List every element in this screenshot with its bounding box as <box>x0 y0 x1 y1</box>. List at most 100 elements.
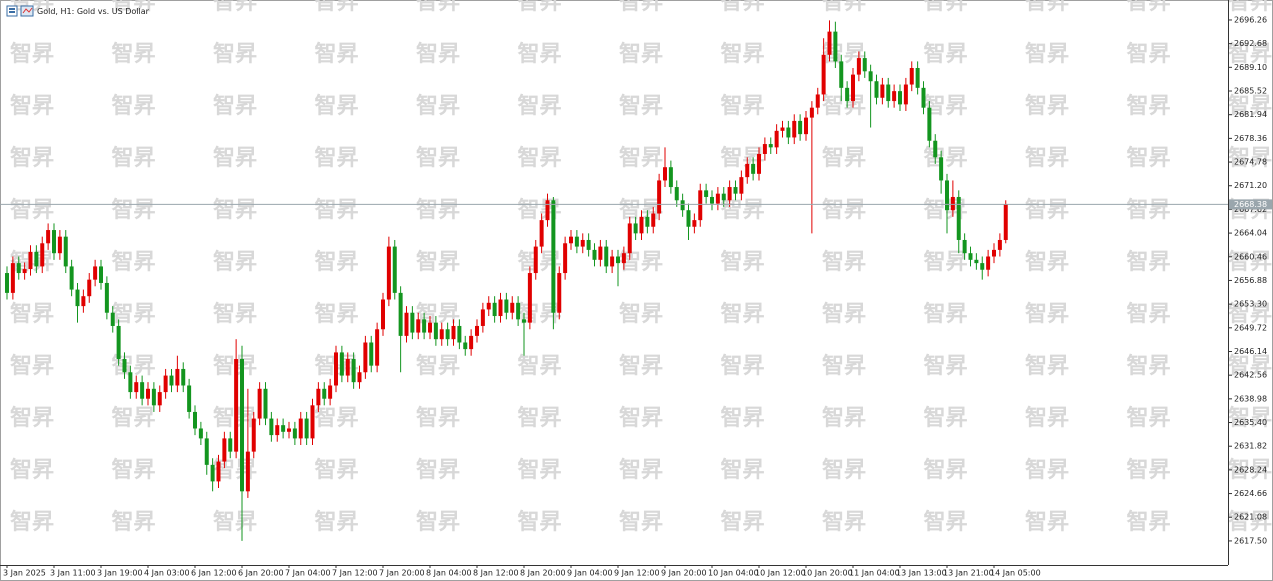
candle-body <box>621 253 626 264</box>
candle-body <box>533 246 538 274</box>
watermark: 智昇 <box>213 93 257 119</box>
candle-body <box>475 325 479 336</box>
candle-body <box>222 438 227 462</box>
candle-body <box>921 87 926 108</box>
candle-body <box>962 239 967 254</box>
y-tick-label: 2664.04 <box>1234 229 1267 238</box>
candle-body <box>868 71 873 82</box>
watermark: 智昇 <box>315 509 359 535</box>
watermark: 智昇 <box>1025 457 1069 483</box>
watermark: 智昇 <box>1025 41 1069 67</box>
watermark: 智昇 <box>822 249 866 275</box>
chart-title: Gold, H1: Gold vs. US Dollar <box>37 7 150 16</box>
candle-body <box>745 163 750 178</box>
watermark: 智昇 <box>721 249 765 275</box>
y-tick-label: 2653.30 <box>1234 300 1267 309</box>
candle-body <box>281 425 286 432</box>
watermark: 智昇 <box>416 405 460 431</box>
candle-body <box>721 193 726 201</box>
candle-body <box>451 325 456 340</box>
candle-body <box>469 335 474 350</box>
candle-body <box>228 438 233 452</box>
x-tick-label: 3 Jan 2025 <box>3 569 46 578</box>
watermark: 智昇 <box>1127 41 1171 67</box>
candle-body <box>381 299 385 330</box>
candle-body <box>193 411 197 429</box>
candle-body <box>351 359 356 383</box>
watermark: 智昇 <box>1228 41 1272 67</box>
x-tick-label: 13 Jan 21:00 <box>943 569 994 578</box>
watermark: 智昇 <box>315 145 359 171</box>
watermark: 智昇 <box>822 509 866 535</box>
candle-body <box>40 243 45 267</box>
candle-body <box>116 325 121 360</box>
candle-body <box>751 163 756 174</box>
candle-body <box>363 342 368 373</box>
candle-body <box>592 249 597 260</box>
x-tick-label: 6 Jan 20:00 <box>238 569 284 578</box>
watermark: 智昇 <box>112 145 156 171</box>
candle-body <box>610 256 615 267</box>
candle-body <box>369 342 374 366</box>
y-tick-label: 2689.10 <box>1234 63 1267 72</box>
candle-body <box>739 177 744 194</box>
y-tick-label: 2631.82 <box>1234 442 1267 451</box>
watermark: 智昇 <box>416 509 460 535</box>
candle-body <box>398 292 403 336</box>
plot: 2696.26 2692.68 2689.10 2685.52 2681.94 2678.… <box>0 15 1272 578</box>
candle-body <box>992 249 996 257</box>
candle-body <box>339 352 344 376</box>
watermark: 智昇 <box>10 197 54 223</box>
candle-body <box>804 117 808 135</box>
candle-body <box>63 236 68 267</box>
x-tick-label: 10 Jan 12:00 <box>755 569 806 578</box>
watermark: 智昇 <box>213 301 257 327</box>
candle-body <box>539 220 544 247</box>
candle-body <box>99 266 103 283</box>
candle-body <box>845 87 850 102</box>
watermark: 智昇 <box>721 509 765 535</box>
watermark: 智昇 <box>112 197 156 223</box>
watermark: 智昇 <box>924 41 968 67</box>
candle-body <box>522 319 526 323</box>
candle-body <box>715 193 720 204</box>
candle-body <box>81 296 86 307</box>
watermark: 智昇 <box>112 509 156 535</box>
watermark: 智昇 <box>1025 0 1069 15</box>
candle-body <box>915 67 920 88</box>
watermark: 智昇 <box>112 41 156 67</box>
watermark: 智昇 <box>924 0 968 15</box>
watermark: 智昇 <box>416 93 460 119</box>
candle-body <box>798 120 803 135</box>
candle-body <box>569 236 573 244</box>
candle-body <box>498 299 503 317</box>
watermark: 智昇 <box>10 145 54 171</box>
candle-body <box>780 127 785 131</box>
watermark: 智昇 <box>1025 197 1069 223</box>
x-tick-label: 7 Jan 20:00 <box>379 569 425 578</box>
y-tick-label: 2667.62 <box>1234 205 1267 214</box>
watermark: 智昇 <box>822 405 866 431</box>
candle-body <box>140 382 145 399</box>
candle-body <box>345 359 350 376</box>
watermark: 智昇 <box>619 301 663 327</box>
watermark: 智昇 <box>924 301 968 327</box>
candle-body <box>463 342 468 350</box>
candle-body <box>146 388 150 399</box>
candle-body <box>504 299 509 313</box>
x-tick-label: 10 Jan 20:00 <box>802 569 853 578</box>
watermark: 智昇 <box>213 509 257 535</box>
watermark: 智昇 <box>213 197 257 223</box>
candle-body <box>927 107 932 141</box>
candle-body <box>968 253 973 260</box>
candle-body <box>580 239 585 247</box>
candle-body <box>651 213 656 227</box>
candle-body <box>645 216 650 227</box>
candle-body <box>833 31 838 62</box>
candle-body <box>34 251 39 267</box>
candle-body <box>903 84 908 105</box>
y-tick-label: 2649.72 <box>1234 323 1267 332</box>
watermark: 智昇 <box>1228 457 1272 483</box>
candle-body <box>245 451 250 492</box>
candle-body <box>1003 204 1008 240</box>
